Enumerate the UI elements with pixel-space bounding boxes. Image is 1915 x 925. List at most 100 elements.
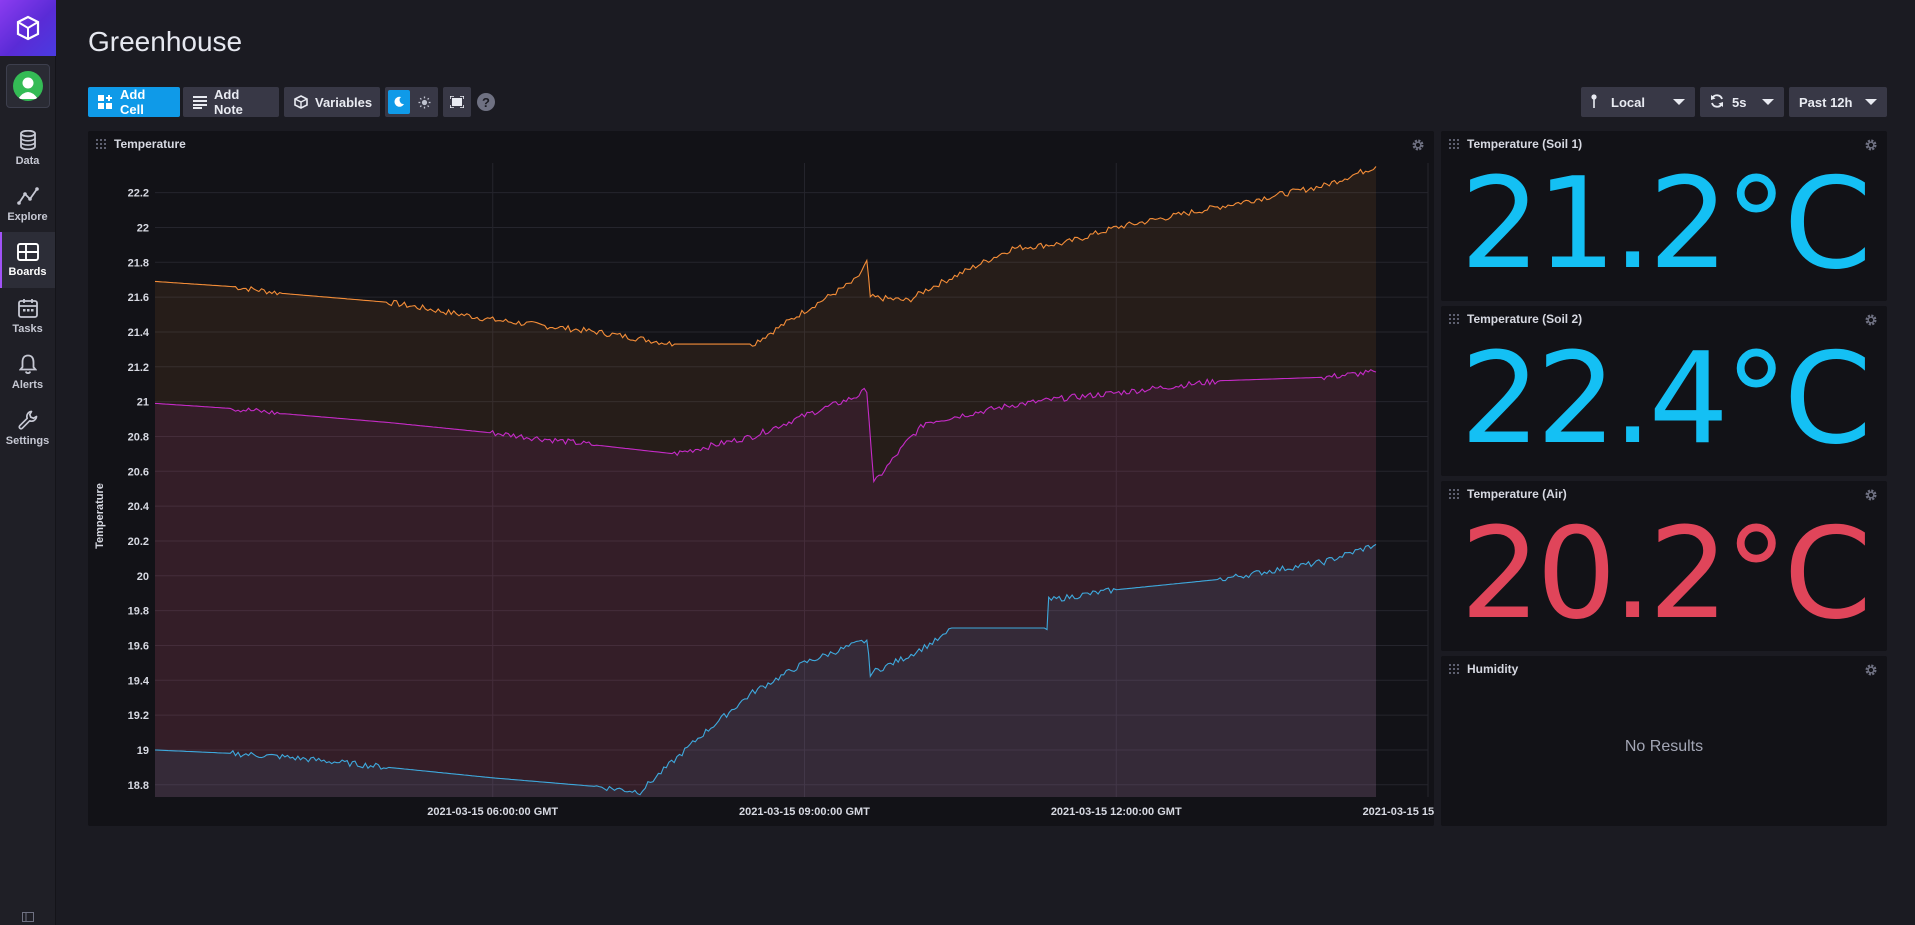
soil2-stat-cell: Temperature (Soil 2) 22.4°C — [1441, 306, 1887, 476]
add-cell-button[interactable]: Add Cell — [88, 87, 180, 117]
cell-title: Temperature (Soil 1) — [1467, 137, 1583, 151]
y-axis-label: Temperature — [94, 483, 106, 549]
gear-icon[interactable] — [1864, 488, 1878, 502]
sidebar-item-label: Data — [15, 154, 40, 167]
y-tick-label: 20.4 — [128, 501, 150, 513]
bell-icon — [18, 354, 37, 374]
add-note-label: Add Note — [214, 87, 243, 117]
sidebar-item-label: Explore — [7, 210, 48, 223]
series-area-2 — [155, 544, 1376, 797]
refresh-value: 5s — [1732, 94, 1747, 110]
y-tick-label: 18.8 — [128, 780, 149, 792]
y-tick-label: 22.2 — [128, 188, 149, 200]
theme-toggle — [385, 87, 438, 117]
drag-handle-icon[interactable] — [1449, 313, 1461, 325]
chevron-down-icon — [1673, 99, 1685, 105]
sidebar-item-boards[interactable]: Boards — [0, 232, 55, 288]
gear-icon[interactable] — [1864, 663, 1878, 677]
sidebar-item-label: Settings — [5, 434, 50, 447]
series-line-1[interactable] — [154, 369, 1377, 484]
refresh-icon — [1710, 93, 1724, 111]
left-navigation: Data Explore Boards Tasks Alerts Settings — [0, 0, 56, 925]
cell-title: Humidity — [1467, 662, 1519, 676]
temperature-graph-cell: Temperature 18.8 19 19.2 19.4 19.6 19.8 20 20.2… — [88, 131, 1434, 826]
y-tick-label: 20 — [137, 571, 149, 583]
series-line-0[interactable] — [154, 166, 1377, 347]
soil1-stat-cell: Temperature (Soil 1) 21.2°C — [1441, 131, 1887, 301]
gear-icon[interactable] — [1864, 313, 1878, 327]
cell-header: Temperature — [88, 131, 1434, 157]
help-icon[interactable]: ? — [477, 93, 495, 111]
sidebar-item-label: Alerts — [11, 378, 44, 391]
explore-icon — [16, 186, 39, 206]
time-range-value: Past 12h — [1799, 94, 1853, 110]
variables-label: Variables — [315, 94, 373, 110]
influx-logo-icon[interactable] — [0, 0, 56, 56]
air-stat-cell: Temperature (Air) 20.2°C — [1441, 481, 1887, 651]
y-tick-label: 19.2 — [128, 710, 149, 722]
timezone-value: Local — [1611, 94, 1645, 110]
y-tick-label: 22 — [137, 222, 149, 234]
cube-icon — [294, 95, 308, 109]
humidity-cell: Humidity No Results — [1441, 656, 1887, 826]
stat-value: 20.2°C — [1460, 500, 1872, 647]
y-tick-label: 21.6 — [128, 292, 149, 304]
collapse-nav-icon[interactable] — [0, 909, 56, 925]
y-tick-label: 21.8 — [128, 257, 149, 269]
drag-handle-icon[interactable] — [96, 138, 108, 150]
sidebar-item-data[interactable]: Data — [0, 120, 55, 176]
sidebar-item-label: Boards — [8, 265, 47, 278]
chevron-down-icon — [1865, 99, 1877, 105]
calendar-icon — [17, 298, 38, 318]
timezone-dropdown[interactable]: Local — [1581, 87, 1695, 117]
refresh-dropdown[interactable]: 5s — [1700, 87, 1784, 117]
cell-header: Temperature (Soil 2) — [1441, 306, 1887, 332]
gear-icon[interactable] — [1411, 138, 1425, 152]
y-tick-label: 21.4 — [128, 327, 150, 339]
cell-header: Humidity — [1441, 656, 1887, 682]
stat-value: 22.4°C — [1460, 325, 1872, 472]
chevron-down-icon — [1762, 99, 1774, 105]
y-tick-label: 19 — [137, 745, 149, 757]
page-title: Greenhouse — [88, 26, 243, 57]
user-avatar[interactable] — [5, 64, 50, 108]
y-tick-label: 20.2 — [128, 536, 149, 548]
y-tick-label: 19.8 — [128, 606, 149, 618]
y-tick-label: 20.8 — [128, 431, 149, 443]
x-tick-label: 2021-03-15 15:00:00 GMT — [1363, 806, 1434, 818]
add-cell-label: Add Cell — [120, 87, 146, 117]
temperature-line-chart[interactable]: 18.8 19 19.2 19.4 19.6 19.8 20 20.2 20.4 20.6 20.8… — [88, 131, 1434, 826]
series-line-2[interactable] — [154, 543, 1377, 796]
x-tick-label: 2021-03-15 09:00:00 GMT — [739, 806, 870, 818]
sidebar-item-label: Tasks — [12, 322, 43, 335]
drag-handle-icon[interactable] — [1449, 138, 1461, 150]
y-tick-label: 19.6 — [128, 640, 149, 652]
note-icon — [193, 95, 207, 109]
boards-icon — [16, 242, 39, 261]
light-mode-sun-icon[interactable] — [413, 90, 435, 114]
cell-header: Temperature (Air) — [1441, 481, 1887, 507]
cell-header: Temperature (Soil 1) — [1441, 131, 1887, 157]
dark-mode-moon-icon[interactable] — [388, 90, 410, 114]
database-icon — [19, 129, 37, 150]
x-tick-label: 2021-03-15 12:00:00 GMT — [1051, 806, 1182, 818]
add-cell-icon — [98, 94, 113, 110]
variables-button[interactable]: Variables — [284, 87, 380, 117]
sidebar-item-tasks[interactable]: Tasks — [0, 288, 55, 344]
stat-value: 21.2°C — [1460, 150, 1872, 297]
time-range-dropdown[interactable]: Past 12h — [1789, 87, 1887, 117]
series-area-1 — [155, 369, 1376, 797]
sidebar-item-explore[interactable]: Explore — [0, 176, 55, 232]
no-results-message: No Results — [1624, 738, 1704, 755]
series-area-0 — [155, 166, 1376, 797]
gear-icon[interactable] — [1864, 138, 1878, 152]
sidebar-item-settings[interactable]: Settings — [0, 400, 55, 456]
presentation-mode-button[interactable] — [443, 87, 471, 117]
y-tick-label: 21.2 — [128, 362, 149, 374]
drag-handle-icon[interactable] — [1449, 663, 1461, 675]
y-tick-label: 21 — [137, 397, 149, 409]
add-note-button[interactable]: Add Note — [183, 87, 279, 117]
sidebar-item-alerts[interactable]: Alerts — [0, 344, 55, 400]
drag-handle-icon[interactable] — [1449, 488, 1461, 500]
wrench-icon — [17, 410, 38, 430]
